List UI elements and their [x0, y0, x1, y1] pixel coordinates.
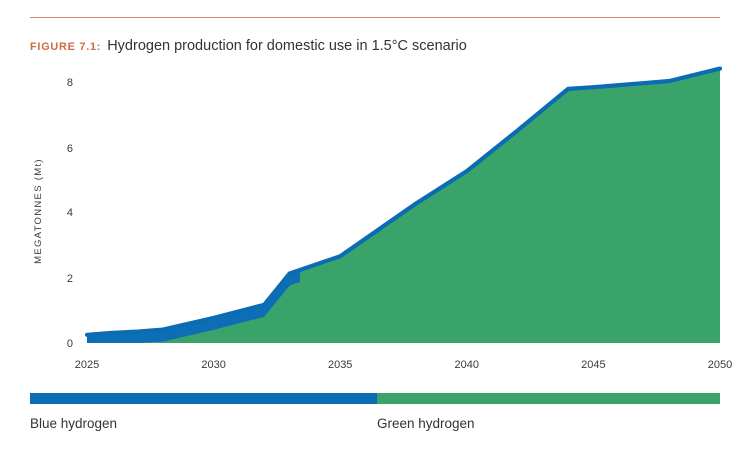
svg-text:MEGATONNES (Mt): MEGATONNES (Mt): [33, 158, 44, 264]
svg-text:2035: 2035: [328, 359, 352, 371]
svg-text:2040: 2040: [455, 359, 479, 371]
svg-text:2: 2: [67, 273, 73, 285]
svg-text:0: 0: [67, 338, 73, 350]
svg-text:2030: 2030: [201, 359, 225, 371]
svg-text:6: 6: [67, 143, 73, 155]
svg-text:2050: 2050: [708, 359, 732, 371]
svg-text:8: 8: [67, 77, 73, 89]
svg-text:2025: 2025: [75, 359, 99, 371]
svg-text:4: 4: [67, 207, 73, 219]
svg-text:2045: 2045: [581, 359, 605, 371]
